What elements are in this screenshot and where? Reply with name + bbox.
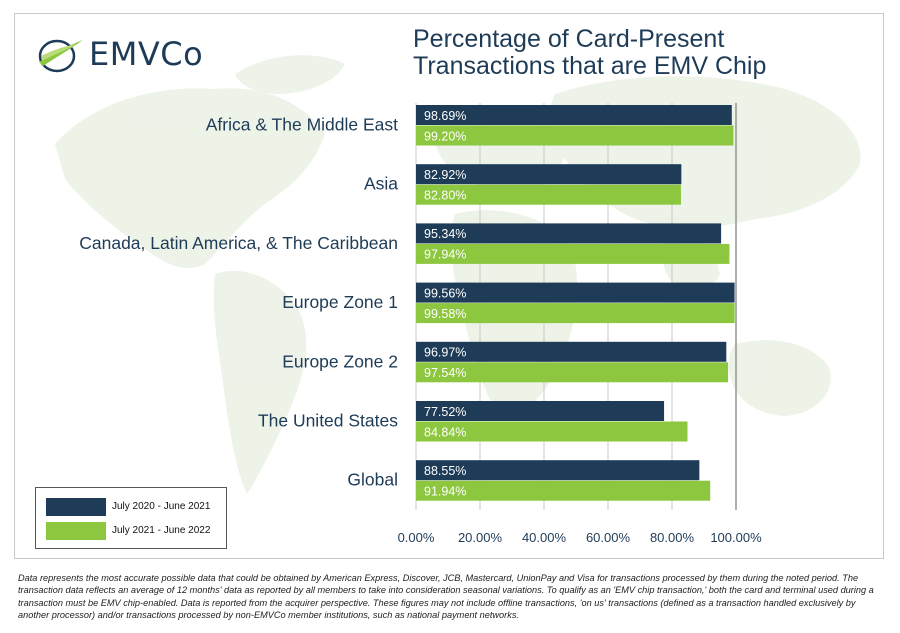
data-label: 97.54% [424,366,466,380]
category-label: Europe Zone 1 [282,292,398,312]
bar [416,460,700,481]
bar-chart: 0.00% 20.00% 40.00% 60.00% 80.00% 100.00% Afri… [79,103,762,545]
category-label: Canada, Latin America, & The Caribbean [79,233,398,253]
chart-title: Percentage of Card-Present Transactions … [413,26,873,80]
x-tick-label: 60.00% [586,530,631,545]
legend-label-series-2: July 2021 - June 2022 [112,525,211,536]
data-label: 99.58% [424,307,466,321]
bar [416,223,722,244]
data-label: 99.56% [424,286,466,300]
data-label: 77.52% [424,405,466,419]
data-label: 98.69% [424,109,466,123]
category-label: Africa & The Middle East [206,115,398,135]
brand-name: EMVCo [89,35,204,73]
category-label: Europe Zone 2 [282,351,398,371]
chart-legend: July 2020 - June 2021 July 2021 - June 2… [35,487,227,549]
bar [416,125,734,146]
legend-swatch-series-1 [46,498,106,516]
bar [416,421,688,442]
bar [416,341,727,362]
data-label: 96.97% [424,346,466,360]
bar [416,243,730,264]
legend-swatch-series-2 [46,522,106,540]
bar [416,480,711,501]
data-label: 97.94% [424,248,466,262]
data-label: 88.55% [424,464,466,478]
x-tick-label: 100.00% [710,530,762,545]
title-line-2: Transactions that are EMV Chip [413,52,767,80]
x-tick-label: 20.00% [458,530,503,545]
data-label: 82.80% [424,188,466,202]
chart-panel: EMVCo Percentage of Card-Present Transac… [14,13,884,559]
bar [416,105,732,125]
footnote: Data represents the most accurate possib… [18,573,874,621]
emvco-swoosh-icon [38,39,83,73]
category-label: Global [347,470,398,490]
title-line-1: Percentage of Card-Present [413,25,725,53]
category-label: The United States [258,411,398,431]
data-label: 82.92% [424,168,466,182]
bar [416,184,681,205]
bar [416,164,682,185]
data-label: 95.34% [424,227,466,241]
x-tick-label: 80.00% [650,530,695,545]
x-tick-label: 40.00% [522,530,567,545]
data-label: 99.20% [424,129,466,143]
data-label: 91.94% [424,484,466,498]
x-tick-label: 0.00% [398,530,435,545]
bar [416,282,735,303]
data-label: 84.84% [424,425,466,439]
bar [416,401,665,421]
category-label: Asia [364,174,398,194]
emvco-logo: EMVCo [37,32,237,76]
bar [416,303,735,324]
legend-label-series-1: July 2020 - June 2021 [112,501,211,512]
bar [416,362,729,383]
